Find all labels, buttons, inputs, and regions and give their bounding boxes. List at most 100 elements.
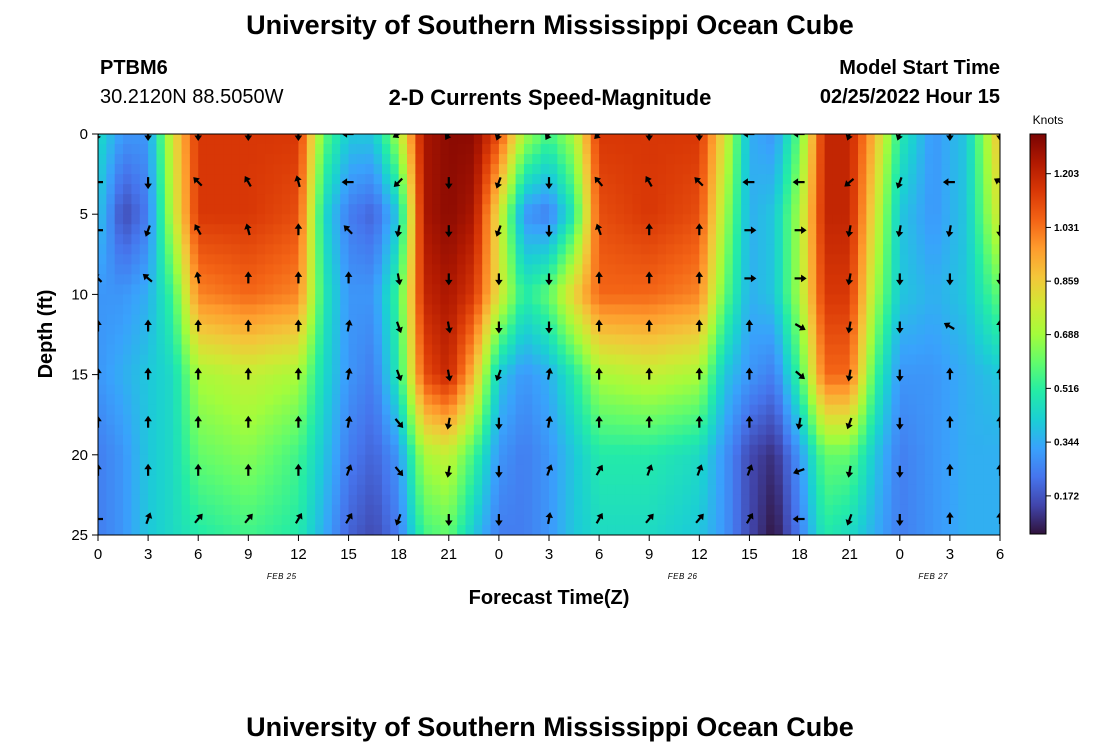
heatmap-cell: [98, 284, 107, 296]
heatmap-cell: [916, 244, 926, 255]
heatmap-cell: [582, 494, 592, 506]
heatmap-cell: [156, 384, 166, 396]
heatmap-cell: [766, 484, 776, 496]
heatmap-cell: [323, 514, 333, 526]
heatmap-cell: [841, 444, 851, 456]
heatmap-cell: [398, 404, 408, 416]
heatmap-cell: [841, 244, 851, 255]
heatmap-cell: [290, 214, 300, 225]
heatmap-cell: [732, 214, 742, 225]
heatmap-cell: [557, 434, 567, 446]
heatmap-cell: [523, 244, 533, 255]
heatmap-cell: [565, 154, 575, 165]
heatmap-cell: [131, 404, 141, 416]
heatmap-cell: [991, 494, 1000, 506]
heatmap-cell: [239, 164, 249, 175]
heatmap-cell: [206, 424, 216, 436]
heatmap-cell: [415, 474, 425, 486]
heatmap-cell: [164, 344, 174, 356]
heatmap-cell: [281, 274, 291, 285]
heatmap-cell: [239, 514, 249, 526]
heatmap-cell: [807, 484, 817, 496]
heatmap-cell: [390, 434, 400, 446]
heatmap-cell: [540, 394, 550, 406]
heatmap-cell: [816, 264, 826, 275]
heatmap-cell: [565, 274, 575, 285]
heatmap-cell: [448, 504, 458, 516]
heatmap-cell: [883, 384, 893, 396]
heatmap-cell: [290, 394, 300, 406]
heatmap-cell: [841, 494, 851, 506]
heatmap-cell: [599, 404, 609, 416]
heatmap-cell: [407, 424, 416, 436]
heatmap-cell: [866, 264, 876, 275]
heatmap-cell: [607, 334, 617, 346]
heatmap-cell: [891, 474, 901, 486]
heatmap-cell: [732, 394, 742, 406]
heatmap-cell: [173, 274, 183, 285]
heatmap-cell: [448, 354, 458, 366]
heatmap-cell: [841, 524, 851, 535]
heatmap-cell: [991, 504, 1000, 516]
heatmap-cell: [473, 184, 483, 195]
heatmap-cell: [131, 414, 141, 426]
heatmap-cell: [607, 504, 617, 516]
heatmap-cell: [131, 184, 141, 195]
heatmap-cell: [473, 444, 483, 456]
heatmap-cell: [440, 494, 450, 506]
heatmap-cell: [741, 384, 751, 396]
heatmap-cell: [841, 404, 851, 416]
heatmap-cell: [824, 384, 834, 396]
heatmap-cell: [148, 214, 158, 225]
heatmap-cell: [114, 224, 124, 235]
heatmap-cell: [273, 204, 283, 215]
heatmap-cell: [874, 134, 884, 145]
heatmap-cell: [473, 164, 483, 175]
heatmap-cell: [958, 514, 968, 526]
heatmap-cell: [682, 284, 692, 296]
heatmap-cell: [791, 404, 801, 416]
heatmap-cell: [457, 264, 467, 275]
heatmap-cell: [557, 304, 567, 316]
heatmap-cell: [365, 254, 375, 265]
heatmap-cell: [114, 294, 124, 306]
heatmap-cell: [899, 414, 909, 426]
heatmap-cell: [782, 324, 792, 336]
heatmap-cell: [874, 174, 884, 185]
heatmap-cell: [565, 284, 575, 296]
heatmap-cell: [448, 234, 458, 245]
heatmap-cell: [106, 474, 116, 486]
heatmap-cell: [223, 354, 233, 366]
heatmap-cell: [156, 414, 166, 426]
heatmap-cell: [707, 264, 717, 275]
heatmap-cell: [515, 354, 525, 366]
heatmap-cell: [916, 194, 926, 205]
heatmap-cell: [974, 254, 984, 265]
heatmap-cell: [690, 424, 700, 436]
heatmap-cell: [206, 274, 216, 285]
current-vector-arrow: [792, 515, 805, 523]
heatmap-cell: [749, 144, 759, 155]
heatmap-cell: [699, 224, 709, 235]
heatmap-cell: [866, 324, 876, 336]
heatmap-cell: [807, 214, 817, 225]
heatmap-cell: [916, 184, 926, 195]
heatmap-cell: [849, 434, 859, 446]
heatmap-cell: [540, 264, 550, 275]
heatmap-cell: [148, 154, 158, 165]
heatmap-cell: [849, 384, 859, 396]
heatmap-cell: [290, 194, 300, 205]
heatmap-cell: [657, 144, 667, 155]
heatmap-cell: [958, 244, 968, 255]
heatmap-cell: [657, 524, 667, 535]
heatmap-cell: [983, 334, 993, 346]
heatmap-cell: [807, 304, 817, 316]
heatmap-cell: [239, 154, 249, 165]
heatmap-cell: [315, 514, 325, 526]
heatmap-cell: [490, 364, 500, 376]
heatmap-cell: [732, 234, 742, 245]
heatmap-cell: [490, 144, 500, 155]
heatmap-cell: [415, 294, 425, 306]
heatmap-cell: [749, 434, 759, 446]
heatmap-cell: [824, 184, 834, 195]
